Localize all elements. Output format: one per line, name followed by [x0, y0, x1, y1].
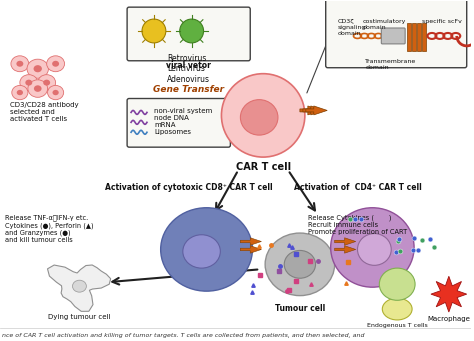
Ellipse shape — [73, 280, 86, 292]
Text: specific scFv: specific scFv — [422, 19, 462, 24]
Text: Macrophage: Macrophage — [428, 316, 470, 322]
Circle shape — [142, 19, 166, 43]
Ellipse shape — [383, 298, 412, 320]
Ellipse shape — [12, 85, 28, 100]
FancyArrow shape — [335, 246, 356, 253]
Ellipse shape — [11, 56, 29, 72]
Polygon shape — [47, 265, 110, 311]
Ellipse shape — [34, 65, 42, 72]
Ellipse shape — [379, 268, 415, 300]
Circle shape — [180, 19, 203, 43]
FancyBboxPatch shape — [127, 99, 230, 147]
Ellipse shape — [331, 208, 414, 287]
Ellipse shape — [17, 61, 23, 67]
Text: Endogenous T cells: Endogenous T cells — [367, 323, 428, 328]
Ellipse shape — [47, 85, 64, 100]
Ellipse shape — [53, 90, 59, 95]
Text: Release Cytokines (       )
Recruit immune cells
Promote proliferation of CART: Release Cytokines ( ) Recruit immune cel… — [308, 215, 407, 235]
Ellipse shape — [284, 250, 316, 278]
Ellipse shape — [27, 59, 48, 78]
Ellipse shape — [20, 75, 38, 91]
FancyBboxPatch shape — [422, 23, 426, 51]
Ellipse shape — [34, 85, 42, 92]
Text: nce of CAR T cell activation and killing of tumor targets. T cells are collected: nce of CAR T cell activation and killing… — [2, 333, 365, 338]
Text: CAR T cell: CAR T cell — [236, 162, 291, 172]
Text: Gene Transfer: Gene Transfer — [153, 85, 224, 93]
Text: non-viral system
node DNA
mRNA
Liposomes: non-viral system node DNA mRNA Liposomes — [154, 108, 212, 135]
FancyBboxPatch shape — [326, 0, 467, 68]
FancyBboxPatch shape — [381, 28, 405, 44]
Text: Activation of  CD4⁺ CAR T cell: Activation of CD4⁺ CAR T cell — [293, 183, 421, 192]
FancyArrow shape — [335, 238, 356, 245]
Text: costimulatory
domain: costimulatory domain — [363, 19, 406, 30]
Text: Tumour cell: Tumour cell — [275, 304, 325, 313]
Ellipse shape — [43, 80, 50, 86]
FancyBboxPatch shape — [417, 23, 421, 51]
Text: Activation of cytotoxic CD8⁺ CAR T cell: Activation of cytotoxic CD8⁺ CAR T cell — [105, 183, 273, 192]
Text: Retrovirus
Lentivirus
Adenovirus: Retrovirus Lentivirus Adenovirus — [167, 54, 210, 84]
Ellipse shape — [28, 80, 47, 97]
FancyArrow shape — [300, 106, 321, 115]
Ellipse shape — [25, 80, 32, 86]
Text: Release TNF-α、IFN-γ etc.
Cytokines (●), Perforin (▲)
and Granzymes (●)
and kill : Release TNF-α、IFN-γ etc. Cytokines (●), … — [5, 215, 93, 243]
FancyBboxPatch shape — [127, 7, 250, 61]
FancyArrow shape — [303, 106, 324, 115]
Text: NK cell: NK cell — [385, 306, 409, 312]
FancyArrow shape — [306, 106, 327, 115]
Ellipse shape — [183, 235, 220, 268]
Text: Dying tumour cell: Dying tumour cell — [48, 314, 111, 320]
Ellipse shape — [52, 61, 59, 67]
Ellipse shape — [17, 90, 23, 95]
Ellipse shape — [357, 234, 391, 265]
Ellipse shape — [240, 100, 278, 135]
FancyArrow shape — [240, 246, 261, 253]
FancyArrow shape — [240, 238, 261, 245]
Ellipse shape — [265, 233, 335, 296]
Text: CD3ζ
signaling
domain: CD3ζ signaling domain — [337, 19, 366, 36]
Ellipse shape — [38, 75, 55, 91]
Ellipse shape — [161, 208, 253, 291]
Polygon shape — [431, 276, 467, 312]
Text: viral vetor: viral vetor — [166, 61, 211, 70]
FancyBboxPatch shape — [407, 23, 411, 51]
Ellipse shape — [221, 74, 305, 157]
Text: Transmembrane
domain: Transmembrane domain — [365, 59, 417, 70]
FancyBboxPatch shape — [412, 23, 416, 51]
Text: CD3/CD28 antibody
selected and
activated T cells: CD3/CD28 antibody selected and activated… — [10, 103, 79, 122]
Ellipse shape — [46, 56, 64, 72]
